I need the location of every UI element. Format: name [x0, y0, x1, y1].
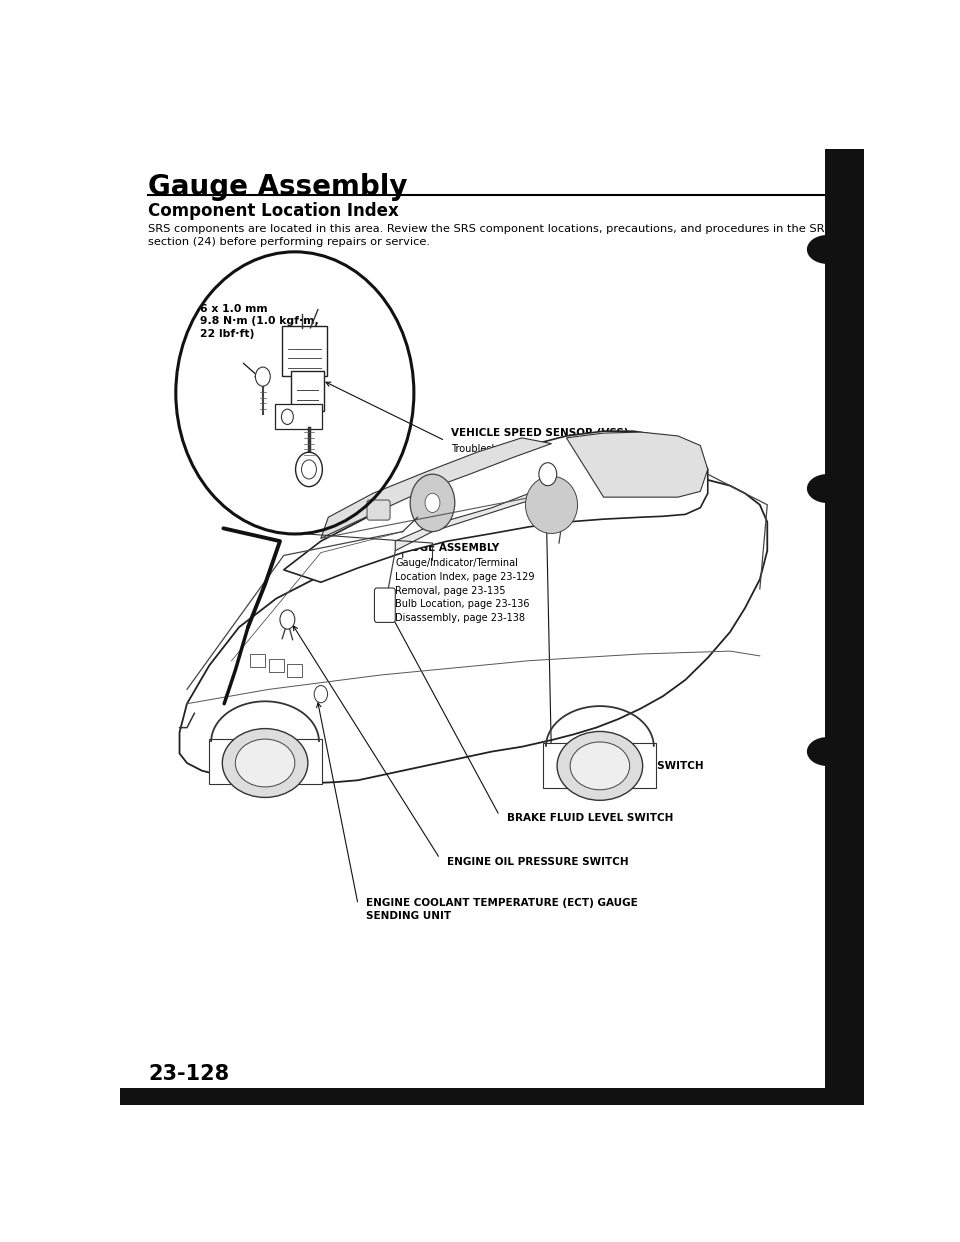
Text: SRS components are located in this area. Review the SRS component locations, pre: SRS components are located in this area.…	[148, 224, 832, 247]
Text: ENGINE OIL PRESSURE SWITCH: ENGINE OIL PRESSURE SWITCH	[447, 857, 629, 867]
Text: FUEL GAUGE SENDING UNIT: FUEL GAUGE SENDING UNIT	[518, 476, 680, 486]
Bar	[287, 663, 302, 677]
Polygon shape	[396, 491, 566, 550]
Text: Gauge/Indicator/Terminal
Location Index, page 23-129
Removal, page 23-135
Bulb L: Gauge/Indicator/Terminal Location Index,…	[396, 559, 535, 622]
Bar	[120, 1088, 826, 1105]
Polygon shape	[321, 438, 551, 538]
FancyBboxPatch shape	[543, 743, 657, 787]
Text: Troubleshooting, page 23‑140: Troubleshooting, page 23‑140	[451, 443, 596, 453]
Ellipse shape	[223, 729, 308, 797]
Bar	[269, 658, 283, 672]
FancyBboxPatch shape	[291, 371, 324, 411]
Text: Test, page 23‑142: Test, page 23‑142	[518, 492, 606, 502]
Text: PARKING BRAKE SWITCH: PARKING BRAKE SWITCH	[559, 761, 704, 771]
Ellipse shape	[525, 476, 578, 534]
FancyBboxPatch shape	[208, 739, 322, 784]
Circle shape	[314, 686, 327, 703]
Ellipse shape	[235, 739, 295, 787]
FancyBboxPatch shape	[374, 587, 396, 622]
Text: ENGINE COOLANT TEMPERATURE (ECT) GAUGE
SENDING UNIT: ENGINE COOLANT TEMPERATURE (ECT) GAUGE S…	[366, 898, 637, 920]
FancyBboxPatch shape	[282, 325, 326, 375]
Circle shape	[410, 474, 455, 532]
Text: Component Location Index: Component Location Index	[148, 201, 399, 220]
Circle shape	[280, 610, 295, 630]
Bar	[826, 149, 864, 1105]
Circle shape	[281, 409, 294, 425]
Text: BRAKE FLUID LEVEL SWITCH: BRAKE FLUID LEVEL SWITCH	[507, 814, 673, 823]
FancyBboxPatch shape	[367, 501, 390, 520]
Circle shape	[539, 463, 557, 486]
Ellipse shape	[570, 741, 630, 790]
Ellipse shape	[807, 474, 849, 503]
Circle shape	[296, 452, 323, 487]
Text: 6 x 1.0 mm
9.8 N·m (1.0 kgf·m,
22 lbf·ft): 6 x 1.0 mm 9.8 N·m (1.0 kgf·m, 22 lbf·ft…	[201, 304, 319, 339]
Text: carmanualsonline.info: carmanualsonline.info	[663, 1092, 763, 1100]
FancyBboxPatch shape	[276, 405, 322, 430]
Polygon shape	[566, 432, 708, 497]
Ellipse shape	[557, 732, 642, 800]
Polygon shape	[284, 431, 708, 582]
Ellipse shape	[807, 235, 849, 265]
Text: GAUGE ASSEMBLY: GAUGE ASSEMBLY	[396, 543, 499, 553]
Polygon shape	[180, 474, 767, 784]
Circle shape	[255, 368, 271, 386]
Circle shape	[301, 460, 317, 479]
Ellipse shape	[807, 737, 849, 766]
Bar	[251, 655, 265, 667]
Text: Gauge Assembly: Gauge Assembly	[148, 173, 408, 201]
Circle shape	[425, 493, 440, 513]
Text: VEHICLE SPEED SENSOR (VSS): VEHICLE SPEED SENSOR (VSS)	[451, 427, 629, 438]
Text: 23-128: 23-128	[148, 1064, 229, 1084]
